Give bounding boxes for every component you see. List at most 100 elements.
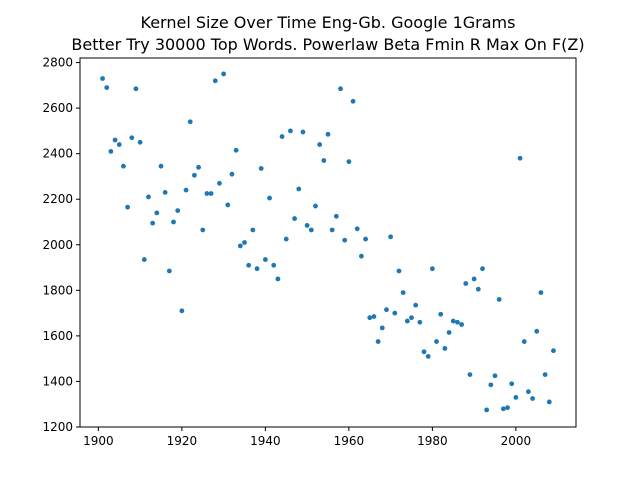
- data-point: [258, 166, 264, 171]
- data-point: [379, 325, 385, 331]
- data-point: [484, 407, 490, 413]
- y-tick-label: 2000: [42, 238, 73, 252]
- data-point: [455, 319, 460, 325]
- y-tick-label: 2200: [42, 192, 73, 206]
- data-point: [538, 290, 544, 296]
- data-point: [283, 236, 289, 242]
- data-point: [237, 243, 243, 249]
- data-point: [500, 406, 506, 412]
- x-tick-label: 1960: [334, 434, 365, 448]
- data-point: [179, 308, 185, 314]
- data-point: [221, 71, 227, 77]
- data-point: [513, 394, 519, 400]
- data-point: [262, 257, 268, 262]
- data-point: [200, 227, 206, 233]
- x-tick-label: 2000: [501, 434, 532, 448]
- data-point: [521, 339, 527, 344]
- x-tick-label: 1940: [250, 434, 281, 448]
- data-point: [104, 85, 110, 91]
- data-point: [246, 262, 252, 268]
- data-point: [429, 266, 435, 272]
- data-point: [354, 226, 360, 232]
- data-point: [384, 307, 389, 313]
- data-point: [296, 186, 302, 192]
- data-point: [208, 191, 214, 196]
- data-point: [162, 189, 168, 195]
- data-point: [388, 234, 394, 240]
- data-point: [492, 373, 498, 379]
- data-point: [217, 180, 222, 186]
- data-point: [192, 172, 197, 178]
- data-point: [463, 281, 469, 286]
- data-point: [308, 227, 314, 233]
- x-axis: 1900 1920 1940 1960 1980 2000: [83, 427, 531, 448]
- data-point: [542, 372, 548, 378]
- y-tick-label: 2600: [42, 101, 73, 115]
- data-point: [446, 330, 452, 335]
- data-point: [471, 276, 477, 282]
- data-point: [141, 257, 147, 262]
- data-point: [417, 319, 423, 325]
- y-tick-label: 2800: [42, 56, 73, 70]
- data-point: [375, 339, 381, 344]
- data-point: [275, 276, 281, 282]
- data-point: [338, 86, 343, 92]
- data-point: [321, 158, 327, 163]
- data-point: [158, 163, 164, 169]
- data-point: [413, 302, 419, 308]
- data-point: [450, 318, 456, 324]
- data-point: [133, 86, 139, 92]
- y-axis: 1200 1400 1600 1800 2000 2200 2400 2600 2800: [42, 56, 80, 434]
- data-point: [129, 135, 135, 141]
- data-point: [396, 268, 402, 274]
- data-point: [212, 78, 218, 84]
- data-point: [204, 191, 210, 196]
- data-point: [100, 76, 105, 81]
- data-point: [371, 314, 377, 319]
- data-point: [271, 262, 277, 268]
- data-point: [363, 236, 368, 242]
- data-point: [546, 399, 552, 405]
- data-point: [475, 286, 481, 292]
- data-point: [116, 142, 122, 147]
- data-point: [154, 210, 160, 216]
- plot-frame: [79, 57, 577, 428]
- data-point: [171, 219, 176, 225]
- data-points: [100, 71, 556, 413]
- y-tick-label: 1800: [42, 283, 73, 297]
- data-point: [304, 223, 310, 228]
- data-point: [108, 148, 114, 154]
- data-point: [509, 381, 515, 387]
- data-point: [121, 163, 126, 169]
- y-tick-label: 2400: [42, 147, 73, 161]
- data-point: [434, 339, 439, 344]
- data-point: [459, 322, 464, 327]
- data-point: [400, 290, 406, 296]
- y-tick-label: 1400: [42, 374, 73, 388]
- data-point: [317, 142, 323, 147]
- data-point: [175, 208, 181, 214]
- data-point: [329, 227, 335, 233]
- data-point: [187, 119, 193, 125]
- data-point: [480, 266, 485, 272]
- data-point: [225, 202, 231, 208]
- data-point: [146, 194, 151, 200]
- data-point: [409, 315, 414, 321]
- plot-area: [80, 58, 576, 427]
- data-point: [342, 237, 348, 243]
- data-point: [242, 240, 247, 245]
- data-point: [496, 297, 502, 302]
- data-point: [350, 98, 356, 104]
- data-point: [137, 139, 143, 145]
- data-point: [551, 348, 556, 354]
- chart-subtitle: Better Try 30000 Top Words. Powerlaw Bet…: [71, 35, 584, 54]
- data-point: [183, 187, 189, 193]
- data-point: [112, 137, 118, 143]
- data-point: [325, 131, 331, 137]
- data-point: [300, 129, 306, 135]
- x-tick-label: 1980: [417, 434, 448, 448]
- data-point: [346, 159, 352, 165]
- data-point: [254, 266, 260, 272]
- data-point: [288, 128, 293, 134]
